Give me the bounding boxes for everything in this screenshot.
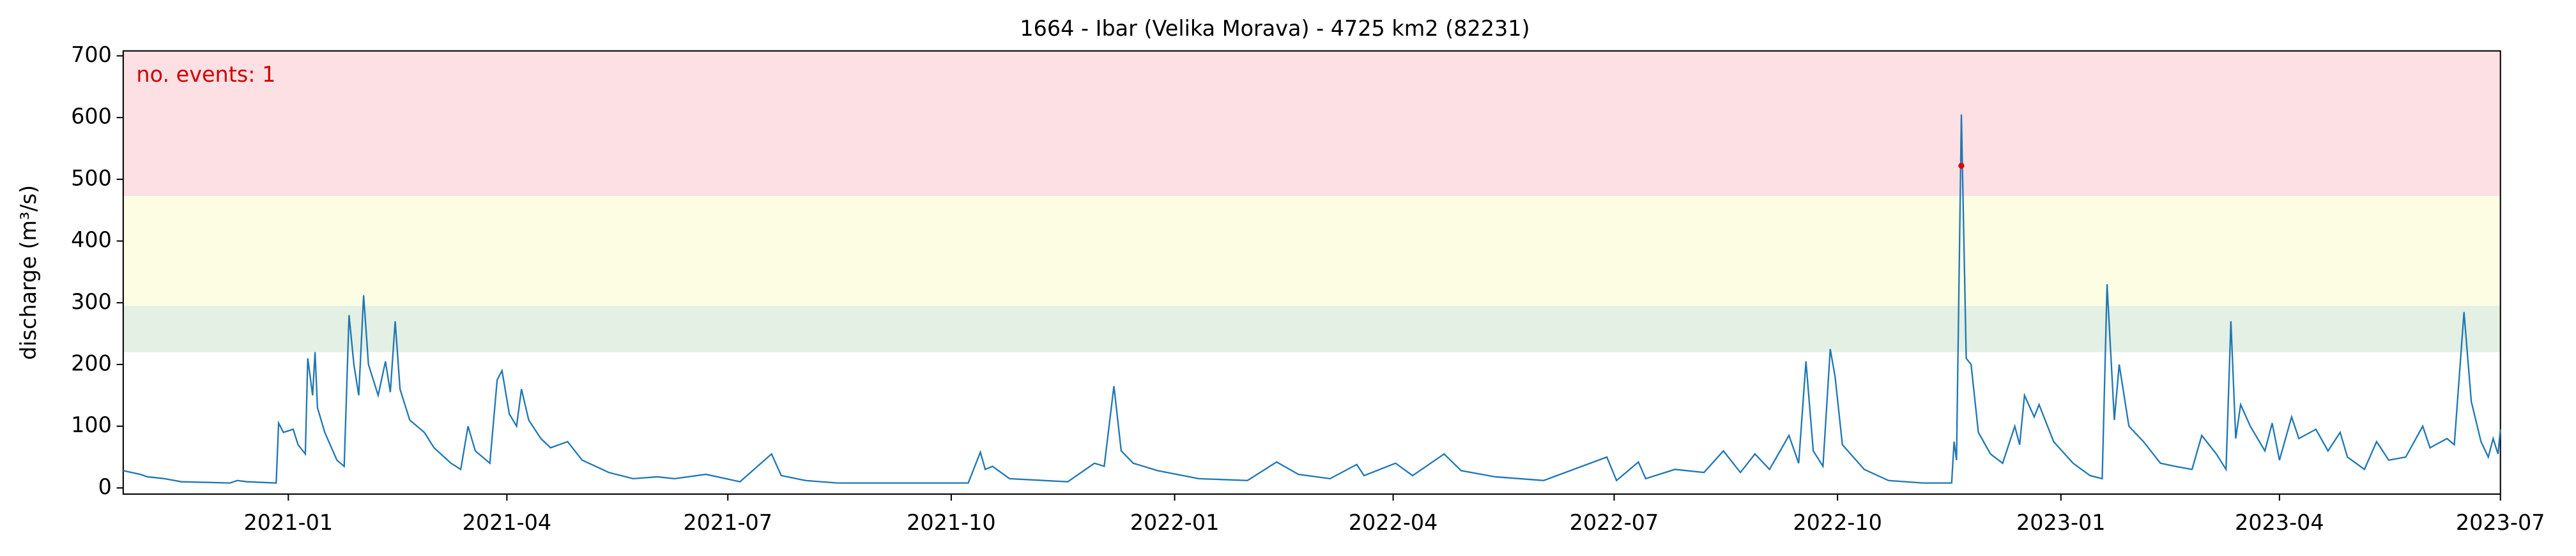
events-annotation: no. events: 1	[136, 62, 275, 87]
y-tick-label: 500	[71, 165, 112, 190]
y-tick-label: 200	[71, 350, 112, 375]
y-tick-label: 100	[71, 412, 112, 437]
x-tick-label: 2022-07	[1570, 510, 1659, 535]
x-tick-label: 2021-07	[683, 510, 772, 535]
x-tick-label: 2023-07	[2456, 510, 2545, 535]
x-tick-label: 2022-04	[1349, 510, 1438, 535]
x-tick-label: 2022-10	[1793, 510, 1882, 535]
x-tick-label: 2022-01	[1130, 510, 1220, 535]
y-tick-label: 400	[71, 227, 112, 252]
y-tick-label: 700	[71, 42, 112, 67]
chart-title: 1664 - Ibar (Velika Morava) - 4725 km2 (…	[1020, 16, 1529, 41]
x-tick-label: 2023-04	[2235, 510, 2324, 535]
x-tick-label: 2021-01	[244, 510, 334, 535]
event-marker	[1958, 162, 1965, 169]
x-tick-label: 2021-04	[463, 510, 552, 535]
y-tick-label: 300	[71, 289, 112, 314]
y-axis-label: discharge (m³/s)	[16, 185, 41, 360]
threshold-band	[123, 50, 2501, 196]
threshold-band	[123, 306, 2501, 352]
plot-frame	[122, 50, 2501, 495]
discharge-line	[123, 114, 2501, 484]
x-tick-label: 2021-10	[907, 510, 996, 535]
x-tick-label: 2023-01	[2016, 510, 2106, 535]
y-tick-label: 0	[98, 474, 112, 499]
threshold-band	[123, 195, 2501, 306]
y-tick-label: 600	[71, 104, 112, 129]
